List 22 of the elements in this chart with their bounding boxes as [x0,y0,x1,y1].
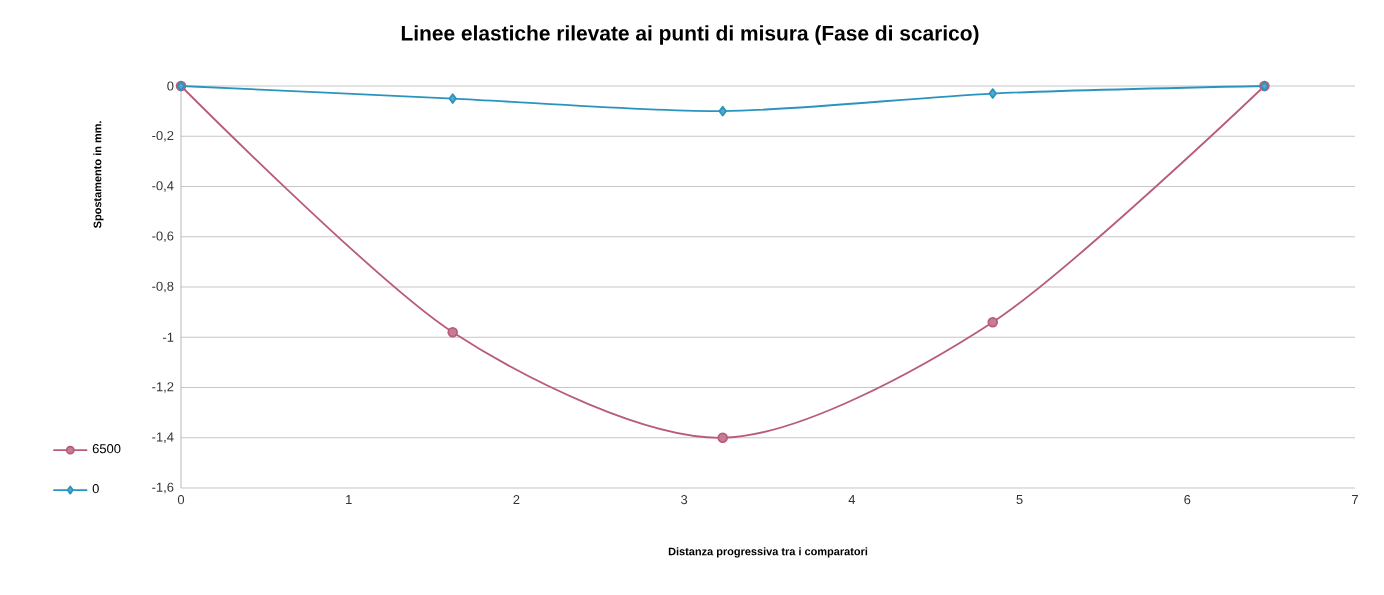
y-tick-label: -1,4 [152,432,174,444]
y-tick-label: -1,2 [152,382,174,393]
x-tick-label: 3 [681,495,688,505]
chart-title: Linee elastiche rilevate ai punti di misura (Fase di scarico) [401,25,979,45]
x-tick-label: 6 [1184,495,1191,505]
y-axis-title: Spostamento in mm. [93,121,104,229]
y-tick-label: -1,6 [152,482,174,494]
x-tick-label: 1 [346,495,352,504]
y-tick-label: -0,4 [152,181,174,192]
y-tick-label: -0,6 [152,231,174,243]
x-tick-label: 5 [1016,495,1023,505]
x-tick-label: 7 [1352,495,1358,504]
y-tick-label: 0 [167,81,174,91]
y-tick-label: -0,8 [152,281,174,293]
y-tick-label: -0,2 [152,130,174,142]
y-tick-label: -1 [163,332,174,342]
x-tick-label: 0 [177,495,185,505]
x-tick-label: 2 [513,495,520,505]
x-tick-label: 4 [848,495,856,504]
legend-label: 6500 [92,444,121,454]
x-axis-title: Distanza progressiva tra i comparatori [668,547,868,558]
legend-label: 0 [92,484,99,494]
